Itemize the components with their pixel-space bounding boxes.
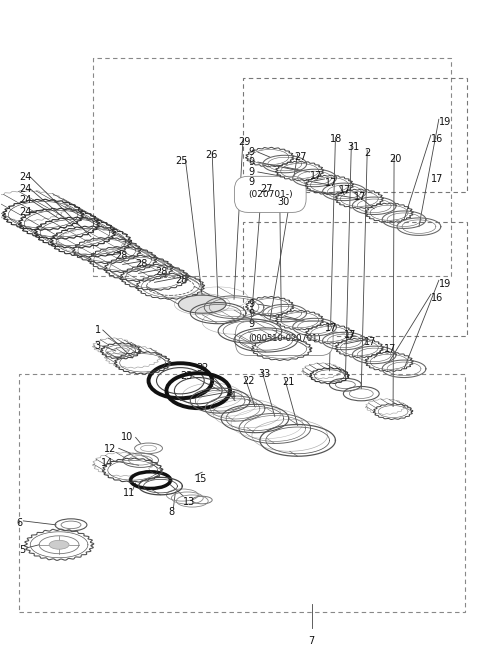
Text: 22: 22 xyxy=(242,376,254,386)
Text: 14: 14 xyxy=(101,458,113,469)
Text: 7: 7 xyxy=(309,636,315,646)
Text: 17: 17 xyxy=(339,185,352,195)
Text: 4: 4 xyxy=(230,391,236,400)
Text: 17: 17 xyxy=(344,330,357,340)
Text: 17: 17 xyxy=(324,323,337,333)
Text: 9: 9 xyxy=(249,319,255,329)
Text: 24: 24 xyxy=(19,207,32,216)
Text: 18: 18 xyxy=(329,134,342,144)
Text: 11: 11 xyxy=(123,488,135,498)
Text: 27: 27 xyxy=(295,152,307,162)
Text: 17: 17 xyxy=(384,344,396,354)
Text: 19: 19 xyxy=(439,117,451,127)
Ellipse shape xyxy=(49,540,69,550)
Text: (000510-020701): (000510-020701) xyxy=(248,334,321,343)
Text: 28: 28 xyxy=(156,268,168,277)
Text: 15: 15 xyxy=(195,474,208,484)
Text: 17: 17 xyxy=(310,171,322,181)
Text: 9: 9 xyxy=(249,177,255,187)
Text: 32: 32 xyxy=(196,363,209,373)
Text: 17: 17 xyxy=(364,337,377,347)
Text: 25: 25 xyxy=(175,156,188,166)
Text: 8: 8 xyxy=(168,507,175,517)
Text: 21: 21 xyxy=(282,376,294,387)
Text: 31: 31 xyxy=(348,142,360,152)
Text: 30: 30 xyxy=(278,197,290,207)
Text: 17: 17 xyxy=(431,174,443,184)
Text: 20: 20 xyxy=(389,154,401,164)
Text: 9: 9 xyxy=(249,167,255,177)
Text: 17: 17 xyxy=(354,192,367,202)
Text: 23: 23 xyxy=(180,371,193,381)
Text: 5: 5 xyxy=(19,545,25,555)
Text: 17: 17 xyxy=(324,178,337,188)
Text: (020701-): (020701-) xyxy=(248,190,293,199)
Text: 28: 28 xyxy=(136,259,148,270)
Text: 24: 24 xyxy=(19,184,32,194)
Text: 24: 24 xyxy=(19,195,32,205)
Text: 33: 33 xyxy=(258,369,270,379)
Text: 3: 3 xyxy=(95,341,101,351)
Text: 1: 1 xyxy=(95,325,101,335)
Text: 12: 12 xyxy=(104,445,116,454)
Text: 6: 6 xyxy=(16,518,23,528)
Text: 19: 19 xyxy=(439,279,451,289)
Text: 16: 16 xyxy=(431,294,443,303)
Text: 24: 24 xyxy=(19,172,32,182)
Text: 10: 10 xyxy=(120,432,133,443)
Text: 9: 9 xyxy=(249,309,255,319)
Text: 9: 9 xyxy=(249,299,255,309)
Text: 9: 9 xyxy=(249,157,255,167)
Text: 26: 26 xyxy=(205,150,217,160)
Ellipse shape xyxy=(179,295,226,313)
Text: 28: 28 xyxy=(116,251,128,262)
Text: 29: 29 xyxy=(238,137,251,147)
Text: 28: 28 xyxy=(175,275,188,285)
Text: 16: 16 xyxy=(431,134,443,144)
Text: 27: 27 xyxy=(260,184,272,194)
Text: 9: 9 xyxy=(249,147,255,157)
Text: 2: 2 xyxy=(364,148,371,158)
Text: 13: 13 xyxy=(183,497,195,507)
